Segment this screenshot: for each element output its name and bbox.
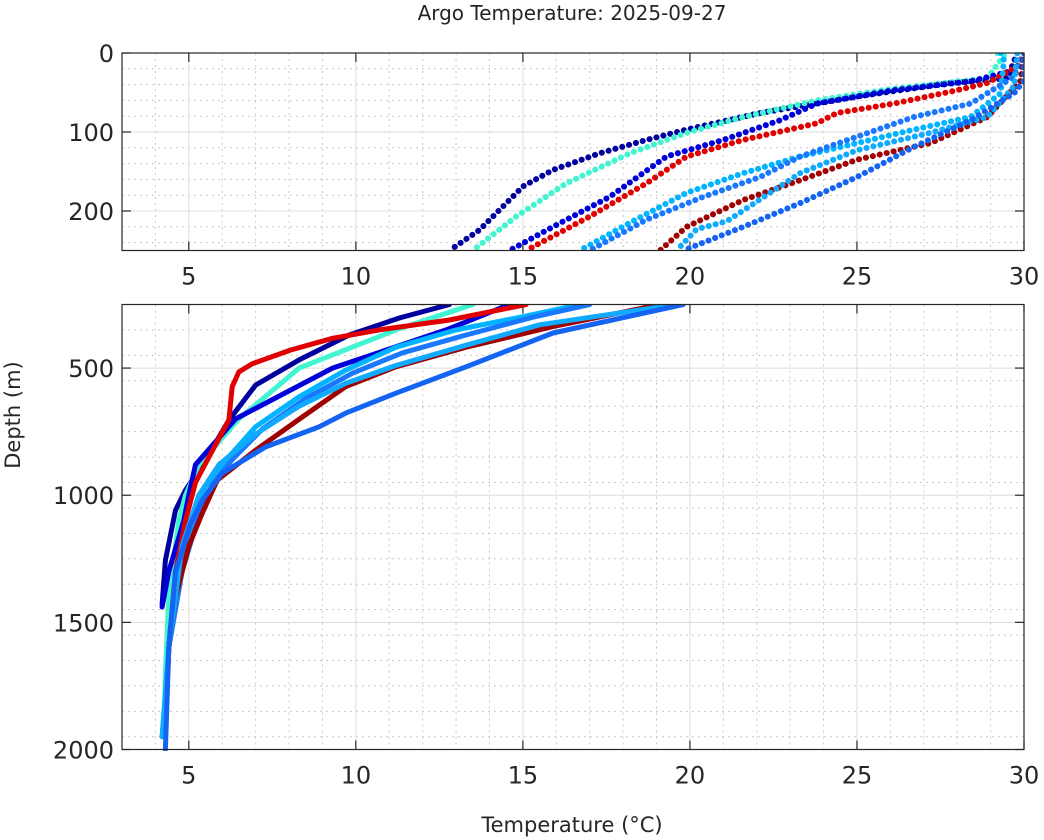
y-tick-label: 500: [68, 355, 114, 383]
axes-frame: [121, 303, 1025, 751]
x-tick-label: 30: [1009, 263, 1040, 291]
profile-3-line: [506, 53, 1024, 251]
profile-4-line: [523, 53, 1024, 251]
x-tick-label: 20: [675, 762, 706, 790]
x-tick-label: 15: [508, 762, 539, 790]
profile-9-line: [680, 53, 1024, 251]
y-tick-label: 1500: [53, 609, 114, 637]
x-tick-label: 15: [508, 263, 539, 291]
profile-8-line: [673, 53, 1021, 251]
y-tick-label: 200: [68, 198, 114, 226]
y-axis-label: Depth (m): [1, 361, 25, 468]
axes-frame: [121, 52, 1025, 252]
x-tick-label: 5: [181, 263, 196, 291]
x-axis-label: Temperature (°C): [480, 813, 662, 837]
x-tick-label: 10: [341, 762, 372, 790]
chart-title: Argo Temperature: 2025-09-27: [418, 1, 727, 25]
profile-5-line: [576, 53, 1007, 251]
x-tick-label: 25: [842, 762, 873, 790]
y-tick-label: 2000: [53, 737, 114, 765]
panel-upper: 5 10 15 20 25 30 0 100 200: [68, 40, 1039, 291]
x-tick-label: 5: [181, 762, 196, 790]
x-tick-label: 10: [341, 263, 372, 291]
y-tick-label: 1000: [53, 482, 114, 510]
profile-2-line: [469, 53, 1007, 251]
plot-area: [122, 304, 1024, 750]
profile-6-line: [586, 53, 1024, 251]
x-tick-label: 20: [675, 263, 706, 291]
series-group: [159, 304, 686, 751]
y-tick-label: 100: [68, 119, 114, 147]
series-group: [446, 53, 1024, 251]
x-tick-label: 25: [842, 263, 873, 291]
x-tick-label: 30: [1009, 762, 1040, 790]
y-tick-label: 0: [99, 40, 114, 68]
panel-lower: 5 10 15 20 25 30 500 1000 1500 2000: [53, 303, 1040, 790]
plot-area: [122, 53, 1024, 251]
profile-9-line: [162, 304, 686, 751]
